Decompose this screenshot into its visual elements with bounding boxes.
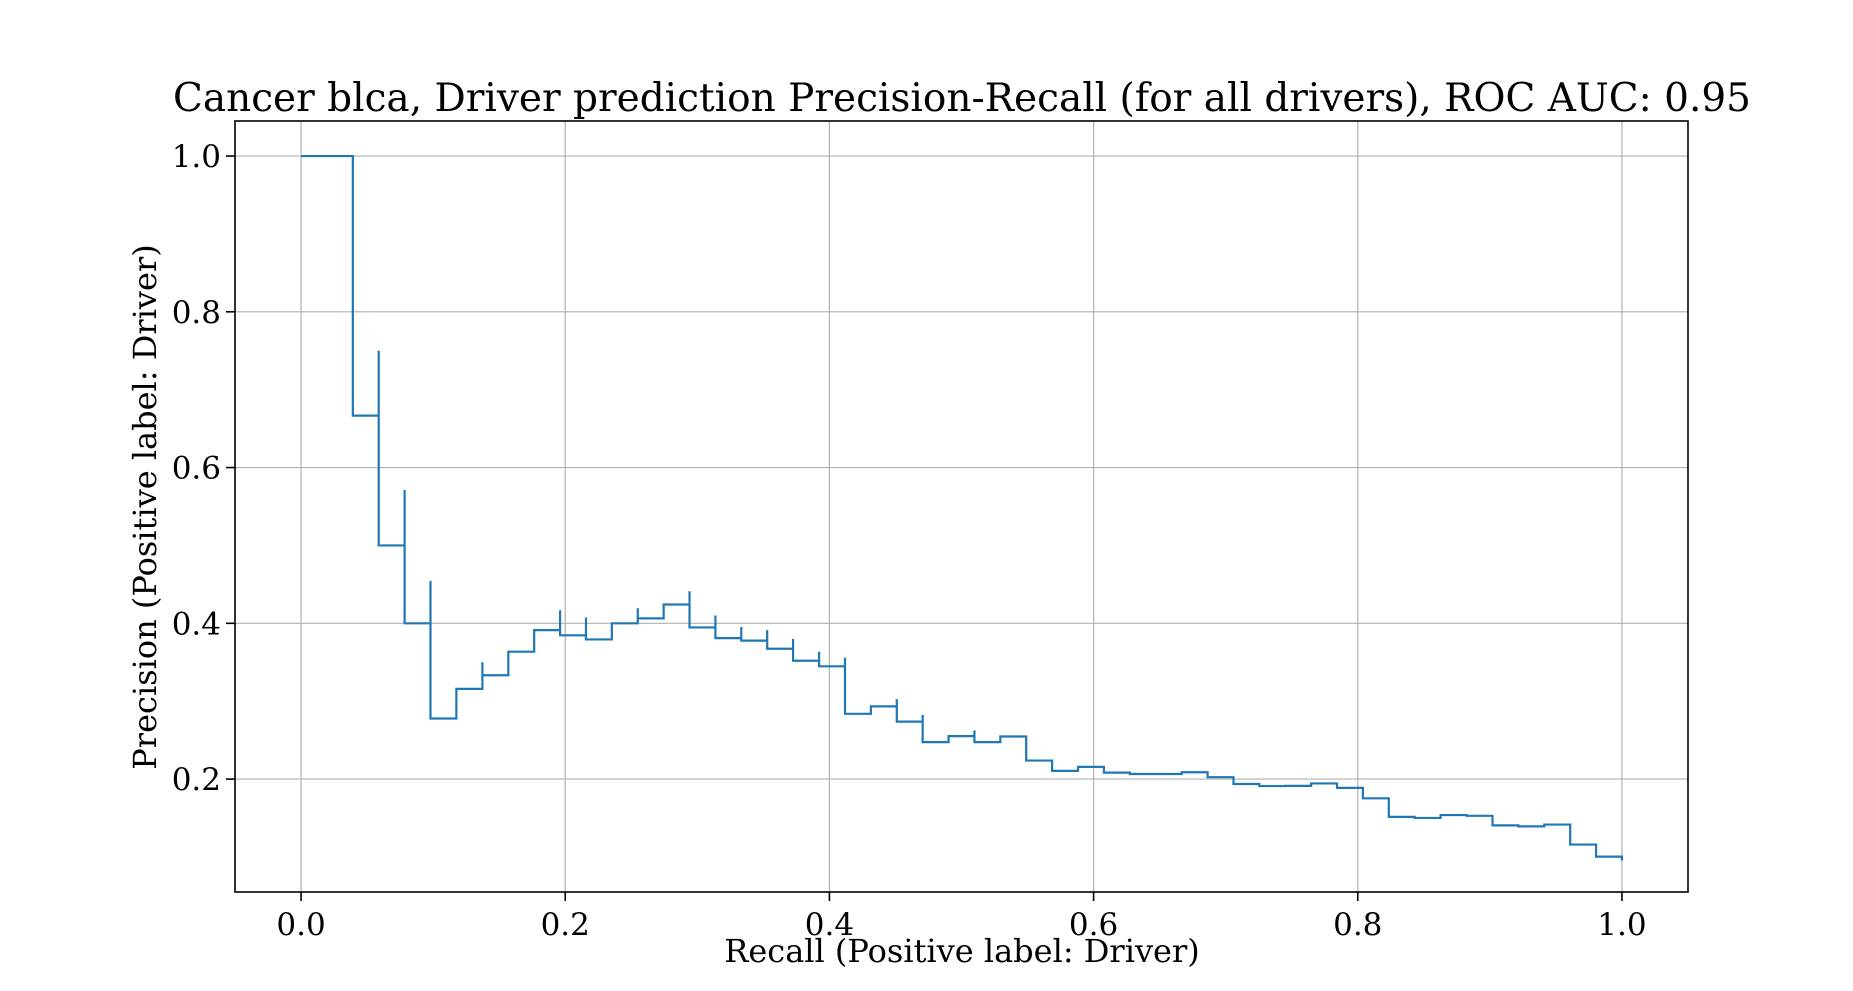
y-tick-label: 1.0 <box>172 139 221 175</box>
x-tick-label: 0.4 <box>805 907 854 943</box>
y-tick-label: 0.8 <box>172 295 221 331</box>
x-tick-label: 0.8 <box>1333 907 1382 943</box>
y-axis-label: Precision (Positive label: Driver) <box>126 244 164 769</box>
x-axis-label: Recall (Positive label: Driver) <box>724 932 1200 970</box>
pr-curve-line <box>301 154 1624 861</box>
x-tick-label: 0.6 <box>1069 907 1118 943</box>
grid-lines <box>235 121 1688 892</box>
y-tick-label: 0.4 <box>172 606 221 642</box>
y-axis: 0.2 0.4 0.6 0.8 1.0 <box>172 139 235 798</box>
y-tick-label: 0.6 <box>172 451 221 487</box>
x-axis: 0.0 0.2 0.4 0.6 0.8 1.0 <box>276 892 1647 943</box>
x-tick-label: 0.0 <box>276 907 325 943</box>
x-tick-label: 1.0 <box>1597 907 1646 943</box>
chart-title: Cancer blca, Driver prediction Precision… <box>173 76 1751 121</box>
x-tick-label: 0.2 <box>541 907 590 943</box>
plot-frame <box>234 120 1689 893</box>
y-tick-label: 0.2 <box>172 762 221 798</box>
